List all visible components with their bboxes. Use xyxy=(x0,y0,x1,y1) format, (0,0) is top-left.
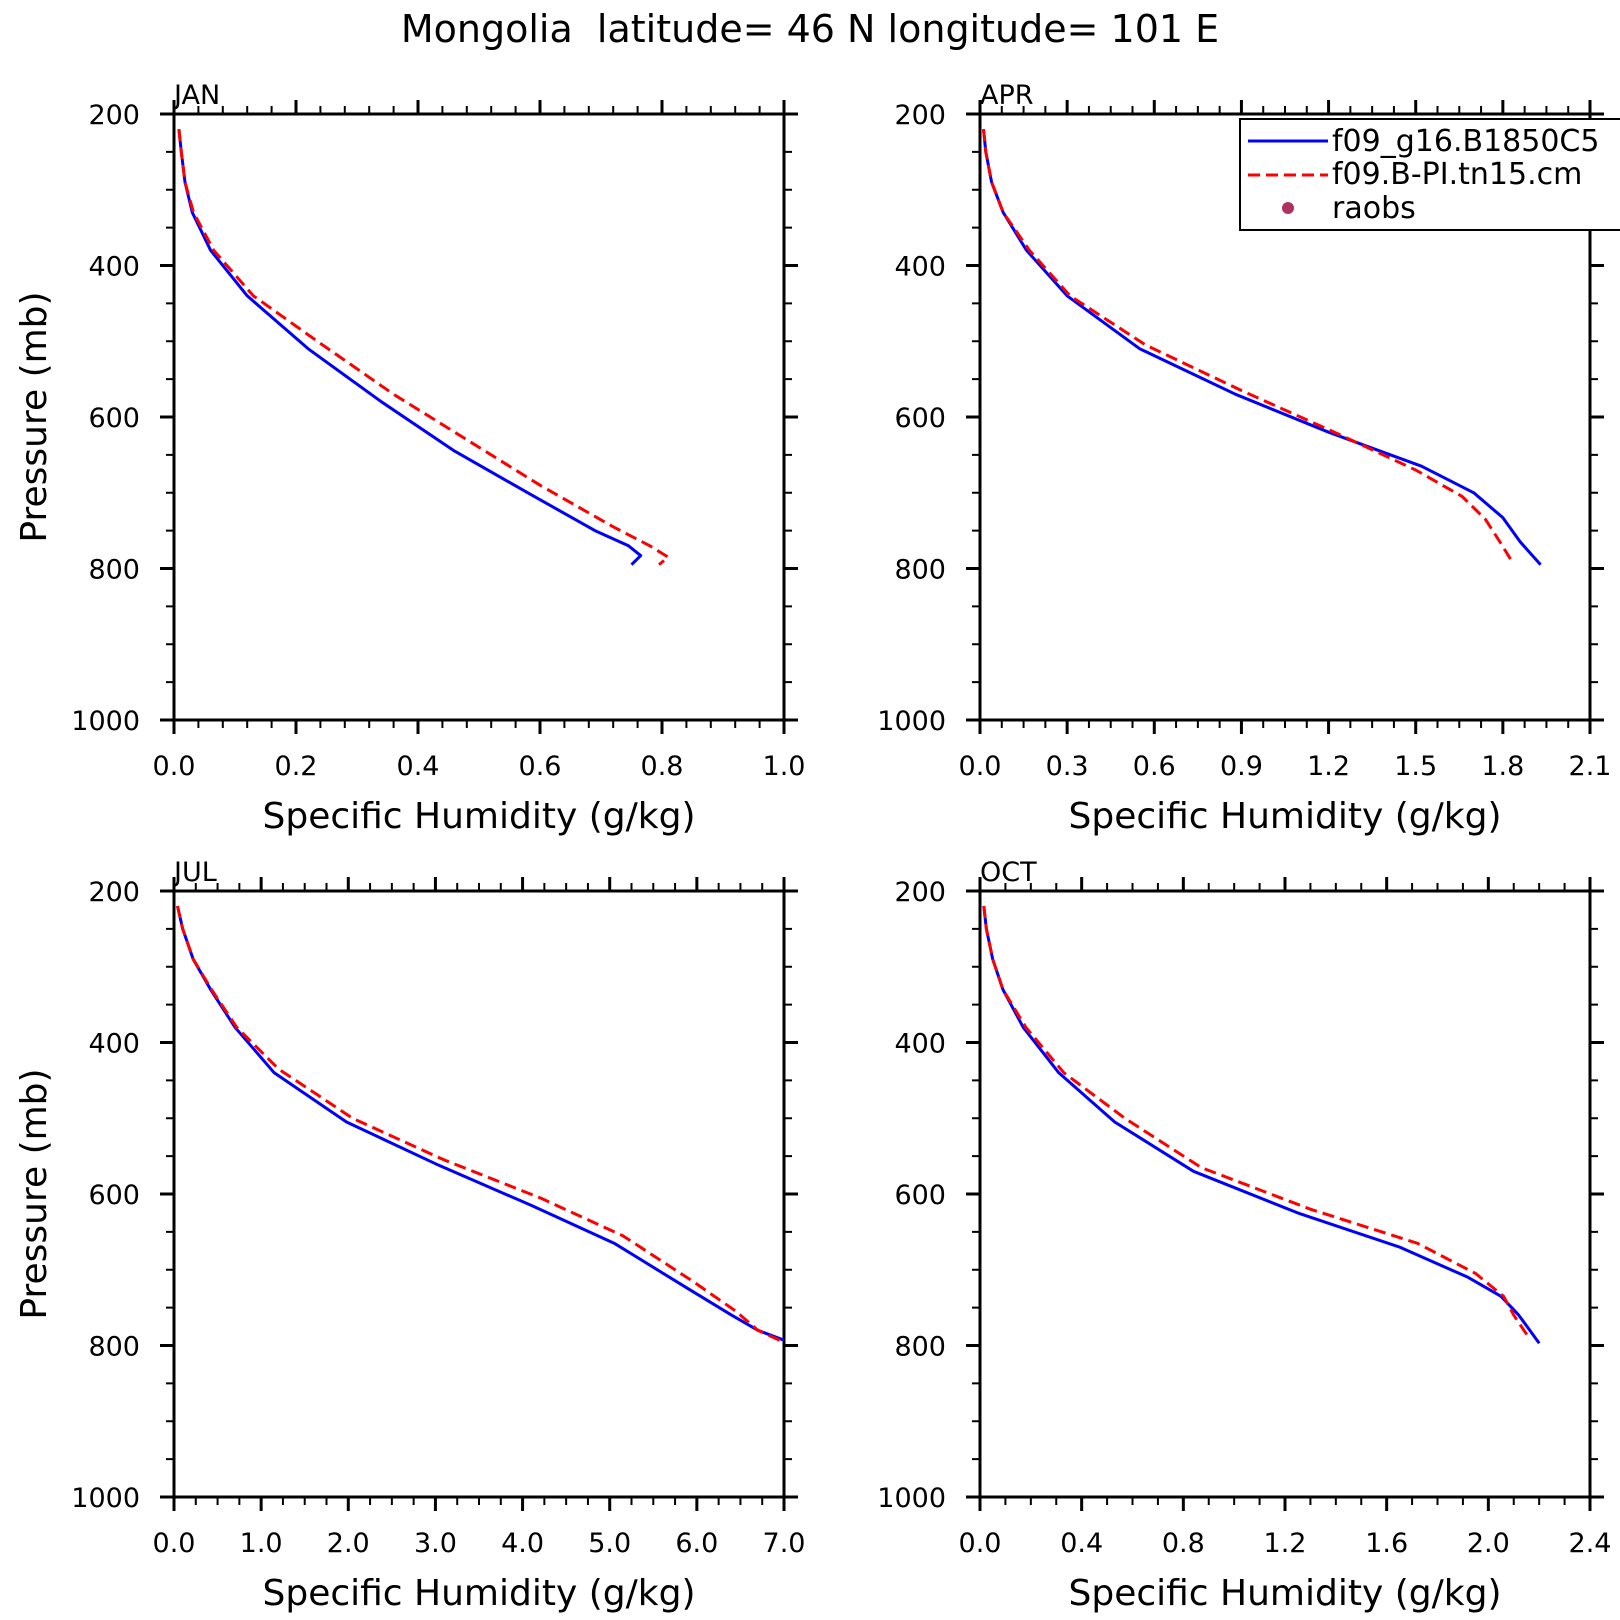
x-tick-label: 0.0 xyxy=(959,751,1002,782)
x-tick-label: 1.2 xyxy=(1307,751,1350,782)
x-tick-label: 1.0 xyxy=(240,1528,283,1559)
plot-frame xyxy=(172,112,786,722)
series-line-solid xyxy=(176,905,785,1342)
y-tick-label: 1000 xyxy=(71,1483,140,1514)
x-tick-label: 7.0 xyxy=(763,1528,806,1559)
figure-title: Mongolia latitude= 46 N longitude= 101 E xyxy=(401,7,1219,51)
x-tick-label: 6.0 xyxy=(675,1528,718,1559)
x-tick-label: 5.0 xyxy=(588,1528,631,1559)
x-tick-label: 1.5 xyxy=(1394,751,1437,782)
x-tick-label: 0.0 xyxy=(959,1528,1002,1559)
x-tick-label: 1.8 xyxy=(1481,751,1524,782)
plot-frame xyxy=(172,889,786,1499)
x-tick-label: 0.3 xyxy=(1046,751,1089,782)
series-line-dashed xyxy=(176,905,781,1342)
y-tick-label: 1000 xyxy=(877,1483,946,1514)
x-tick-label: 0.8 xyxy=(1162,1528,1205,1559)
panel-title: APR xyxy=(980,80,1034,111)
y-tick-label: 800 xyxy=(88,555,140,586)
y-tick-label: 200 xyxy=(88,100,140,131)
y-tick-label: 400 xyxy=(88,1029,140,1060)
y-tick-label: 200 xyxy=(894,877,946,908)
y-axis-label: Pressure (mb) xyxy=(14,1068,55,1319)
x-tick-label: 1.6 xyxy=(1365,1528,1408,1559)
x-tick-label: 2.0 xyxy=(1467,1528,1510,1559)
y-tick-label: 600 xyxy=(894,403,946,434)
series-line-dashed xyxy=(982,129,1513,562)
panel-title: JUL xyxy=(172,857,217,888)
x-tick-label: 0.4 xyxy=(397,751,440,782)
x-axis-label: Specific Humidity (g/kg) xyxy=(1068,1573,1501,1614)
legend: f09_g16.B1850C5 f09.B-PI.tn15.cm raobs xyxy=(1239,118,1620,231)
y-tick-label: 600 xyxy=(88,403,140,434)
x-tick-label: 1.2 xyxy=(1264,1528,1307,1559)
x-tick-label: 0.4 xyxy=(1060,1528,1103,1559)
y-tick-label: 400 xyxy=(894,1029,946,1060)
panel-apr: APR 0.0 0.3 0.6 0.9 1.2 1.5 1.8 2.1 200 400 600 800 1… xyxy=(877,80,1611,837)
panels: JAN 0.0 0.2 0.4 0.6 0.8 1.0 200 400 600 800 1000 Spe… xyxy=(14,80,1611,1614)
panel-oct: OCT 0.0 0.4 0.8 1.2 1.6 2.0 2.4 200 400 600 800 1000… xyxy=(877,857,1611,1614)
x-tick-label: 3.0 xyxy=(414,1528,457,1559)
x-axis-label: Specific Humidity (g/kg) xyxy=(262,796,695,837)
y-tick-label: 800 xyxy=(88,1332,140,1363)
y-tick-label: 1000 xyxy=(877,706,946,737)
legend-label-2: f09.B-PI.tn15.cm xyxy=(1332,157,1582,192)
plot-frame xyxy=(978,889,1592,1499)
legend-label-3: raobs xyxy=(1332,191,1416,226)
y-tick-label: 800 xyxy=(894,1332,946,1363)
panel-title: JAN xyxy=(172,80,220,111)
y-tick-label: 1000 xyxy=(71,706,140,737)
x-tick-label: 0.2 xyxy=(275,751,318,782)
series-line-dashed xyxy=(177,129,670,566)
x-tick-label: 0.0 xyxy=(153,751,196,782)
y-tick-label: 400 xyxy=(88,252,140,283)
y-tick-label: 400 xyxy=(894,252,946,283)
y-tick-label: 600 xyxy=(894,1180,946,1211)
series-line-solid xyxy=(177,129,643,566)
x-axis-label: Specific Humidity (g/kg) xyxy=(262,1573,695,1614)
x-tick-label: 2.4 xyxy=(1569,1528,1612,1559)
x-tick-label: 4.0 xyxy=(501,1528,544,1559)
series-line-dashed xyxy=(982,905,1531,1339)
x-tick-label: 0.0 xyxy=(153,1528,196,1559)
y-axis-label: Pressure (mb) xyxy=(14,291,55,542)
y-tick-label: 200 xyxy=(894,100,946,131)
panel-title: OCT xyxy=(980,857,1037,888)
x-tick-label: 0.8 xyxy=(641,751,684,782)
legend-marker-dot xyxy=(1282,202,1294,214)
panel-jan: JAN 0.0 0.2 0.4 0.6 0.8 1.0 200 400 600 800 1000 Spe… xyxy=(14,80,805,837)
y-tick-label: 800 xyxy=(894,555,946,586)
x-tick-label: 0.9 xyxy=(1220,751,1263,782)
x-tick-label: 0.6 xyxy=(519,751,562,782)
legend-label-1: f09_g16.B1850C5 xyxy=(1332,124,1599,159)
panel-jul: JUL 0.0 1.0 2.0 3.0 4.0 5.0 6.0 7.0 200 400 600 800 1… xyxy=(14,857,805,1614)
series-line-solid xyxy=(982,905,1541,1345)
y-tick-label: 200 xyxy=(88,877,140,908)
y-tick-label: 600 xyxy=(88,1180,140,1211)
x-tick-label: 1.0 xyxy=(763,751,806,782)
x-tick-label: 2.0 xyxy=(327,1528,370,1559)
x-tick-label: 2.1 xyxy=(1569,751,1612,782)
x-axis-label: Specific Humidity (g/kg) xyxy=(1068,796,1501,837)
x-tick-label: 0.6 xyxy=(1133,751,1176,782)
